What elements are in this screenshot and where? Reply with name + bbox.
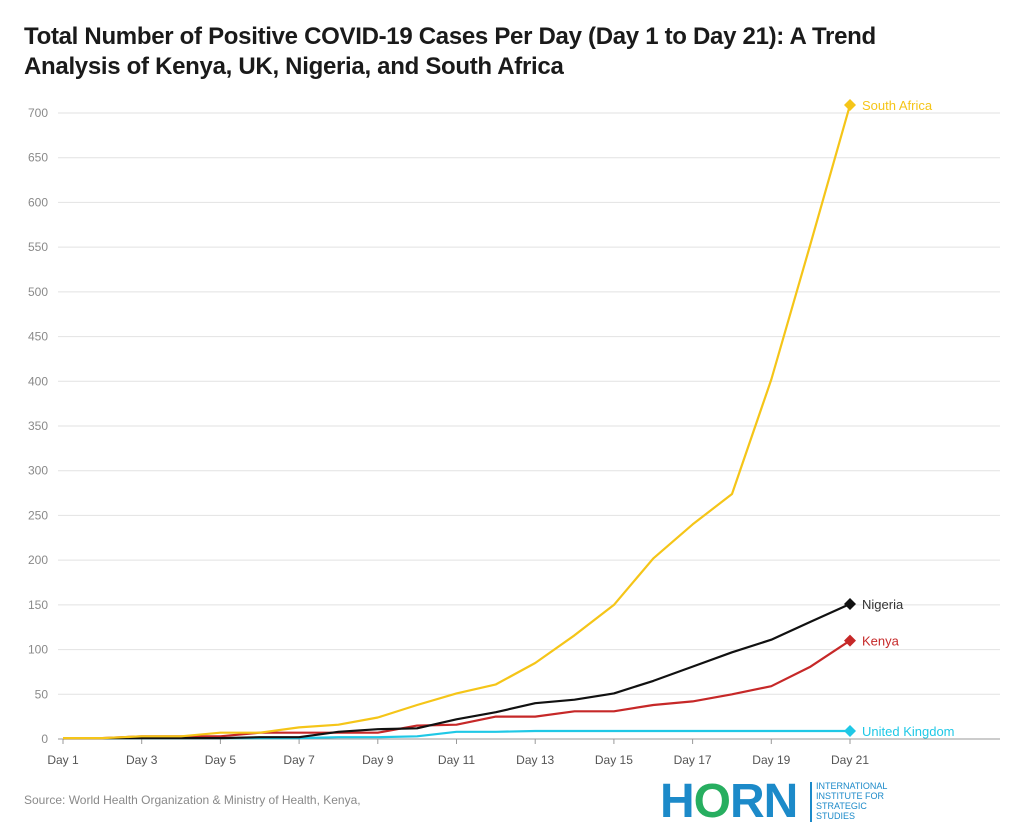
series-label-kenya: Kenya (862, 634, 900, 649)
x-tick-label: Day 15 (595, 753, 633, 767)
x-axis-tick-labels: Day 1 Day 3 Day 5 Day 7 Day 9 Day 11 Day 13 Day… (47, 739, 869, 767)
x-tick-label: Day 21 (831, 753, 869, 767)
y-tick-label: 600 (28, 195, 48, 209)
series-line-south-africa (63, 104, 852, 740)
x-tick-label: Day 1 (47, 753, 79, 767)
series-end-labels: United Kingdom Kenya Nigeria South Africa (844, 98, 955, 739)
x-tick-label: Day 9 (362, 753, 394, 767)
y-tick-label: 450 (28, 330, 48, 344)
x-tick-label: Day 17 (674, 753, 712, 767)
series-lines (63, 104, 852, 740)
y-tick-label: 400 (28, 374, 48, 388)
series-label-united-kingdom: United Kingdom (862, 724, 955, 739)
logo-wordmark: HORN (660, 775, 798, 828)
y-tick-label: 50 (35, 687, 49, 701)
y-tick-label: 650 (28, 151, 48, 165)
end-marker-kenya (844, 634, 856, 647)
y-tick-label: 150 (28, 598, 48, 612)
y-tick-label: 700 (28, 106, 48, 120)
y-tick-label: 200 (28, 553, 48, 567)
y-tick-label: 250 (28, 508, 48, 522)
y-tick-label: 500 (28, 285, 48, 299)
end-marker-south-africa (844, 98, 856, 111)
gridlines (58, 112, 1000, 740)
series-label-nigeria: Nigeria (862, 597, 904, 612)
x-tick-label: Day 11 (438, 753, 475, 767)
logo-divider (810, 782, 812, 822)
y-tick-label: 100 (28, 643, 48, 657)
x-tick-label: Day 3 (126, 753, 158, 767)
chart-title-line-1: Total Number of Positive COVID-19 Cases … (24, 23, 876, 50)
series-line-nigeria (63, 602, 851, 740)
y-tick-label: 350 (28, 419, 48, 433)
y-tick-label: 0 (41, 732, 48, 746)
chart-title-line-2: Analysis of Kenya, UK, Nigeria, and Sout… (24, 53, 564, 80)
y-tick-label: 550 (28, 240, 48, 254)
logo-subtitle: INTERNATIONAL INSTITUTE FOR STRATEGIC ST… (816, 781, 888, 821)
series-label-south-africa: South Africa (862, 98, 933, 113)
y-axis-tick-labels: 0 50 100 150 200 250 300 350 400 450 500 550 600 650 7… (28, 106, 48, 746)
y-tick-label: 300 (28, 464, 48, 478)
end-marker-united-kingdom (844, 724, 856, 737)
source-note: Source: World Health Organization & Mini… (24, 793, 361, 807)
chart-title: Total Number of Positive COVID-19 Cases … (24, 22, 984, 82)
horn-logo: HORN INTERNATIONAL INSTITUTE FOR STRATEG… (660, 778, 900, 828)
x-tick-label: Day 19 (752, 753, 790, 767)
end-marker-nigeria (844, 597, 856, 610)
x-tick-label: Day 13 (516, 753, 554, 767)
x-tick-label: Day 7 (283, 753, 315, 767)
x-tick-label: Day 5 (205, 753, 237, 767)
series-line-kenya (63, 639, 851, 740)
